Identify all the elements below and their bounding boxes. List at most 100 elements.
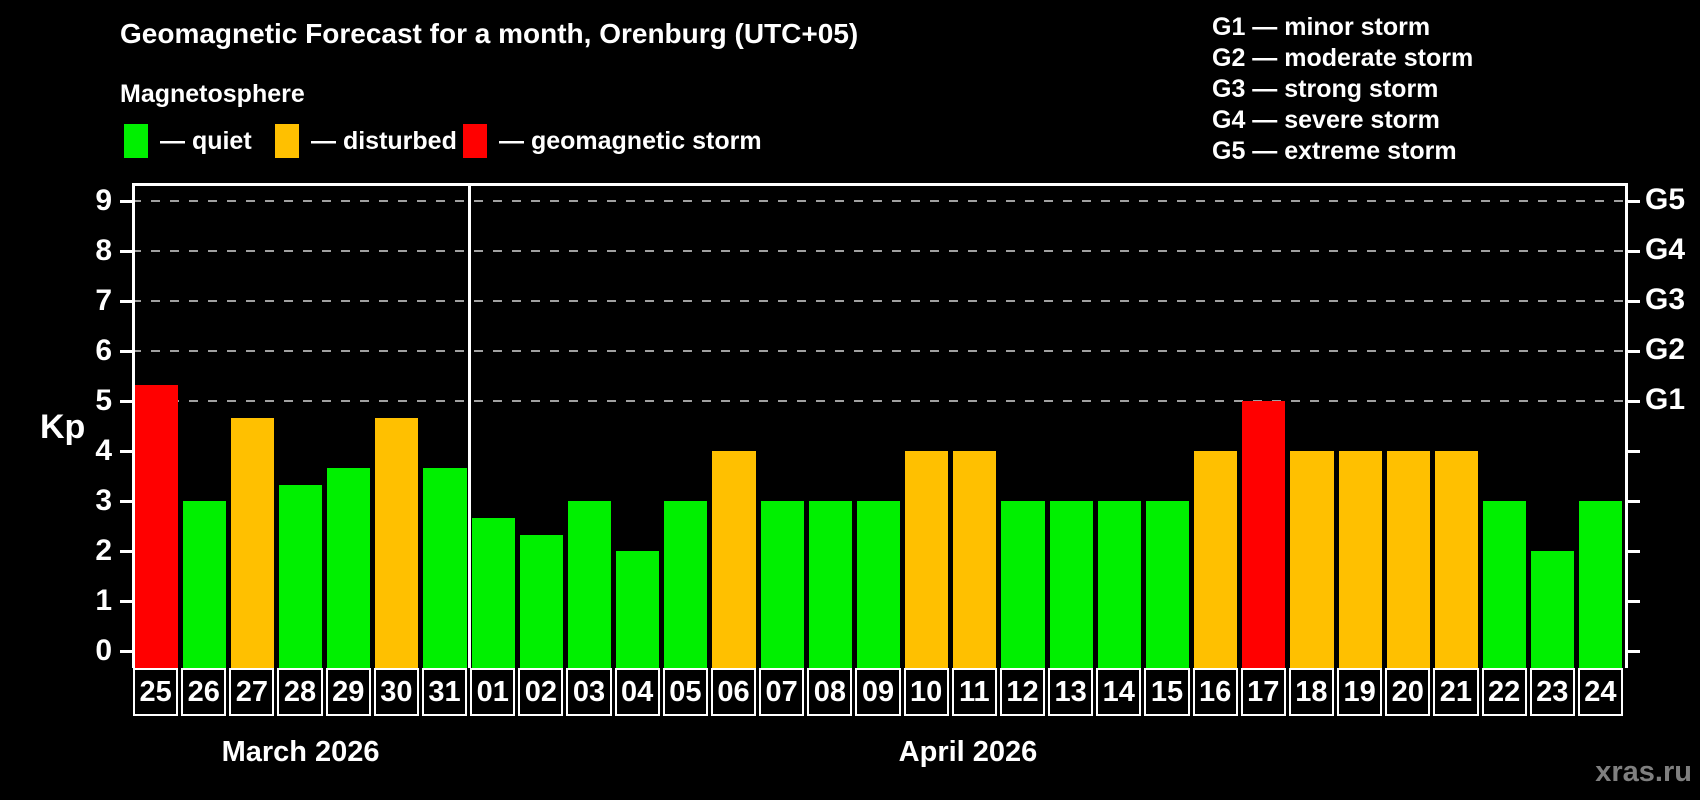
month-label-april: April 2026	[898, 736, 1038, 768]
right-tick-9	[1628, 200, 1640, 203]
y-tick-label-5: 5	[95, 384, 112, 417]
bar-day-20	[1386, 451, 1430, 668]
gridline-kp9	[132, 200, 1625, 202]
day-label-28: 28	[277, 668, 323, 716]
bar-day-13	[1049, 501, 1093, 668]
day-label-30: 30	[373, 668, 419, 716]
right-axis-label-g4: G4	[1645, 233, 1686, 266]
g-legend-line-g3: G3 — strong storm	[1212, 75, 1439, 103]
legend-item-disturbed: — disturbed	[275, 122, 457, 160]
y-tick-label-9: 9	[95, 184, 112, 217]
day-label-29: 29	[325, 668, 371, 716]
bar-day-25	[134, 384, 178, 668]
g-legend-line-g4: G4 — severe storm	[1212, 106, 1440, 134]
right-tick-1	[1628, 600, 1640, 603]
left-tick-8	[120, 250, 132, 253]
left-tick-3	[120, 500, 132, 503]
right-tick-7	[1628, 300, 1640, 303]
y-axis-label: Kp	[40, 408, 86, 446]
bar-day-08	[808, 501, 852, 668]
bar-day-22	[1483, 501, 1527, 668]
day-label-03: 03	[566, 668, 612, 716]
right-tick-0	[1628, 650, 1640, 653]
legend-label-storm: — geomagnetic storm	[499, 126, 762, 155]
bar-day-03	[567, 501, 612, 668]
day-label-22: 22	[1481, 668, 1527, 716]
legend-label-quiet: — quiet	[160, 126, 252, 155]
bar-day-06	[712, 451, 756, 668]
bar-day-31	[423, 467, 467, 668]
left-tick-6	[120, 350, 132, 353]
left-spine	[132, 183, 135, 668]
bar-day-21	[1434, 451, 1478, 668]
day-label-25: 25	[133, 668, 179, 716]
bar-day-17	[1242, 401, 1286, 668]
disturbed-color-swatch	[275, 124, 299, 158]
left-tick-5	[120, 400, 132, 403]
bar-day-29	[327, 467, 371, 668]
right-tick-2	[1628, 550, 1640, 553]
day-label-13: 13	[1048, 668, 1094, 716]
right-tick-6	[1628, 350, 1640, 353]
left-tick-4	[120, 450, 132, 453]
right-tick-8	[1628, 250, 1640, 253]
y-tick-label-6: 6	[95, 334, 112, 367]
day-label-07: 07	[759, 668, 805, 716]
day-label-04: 04	[614, 668, 660, 716]
day-label-06: 06	[710, 668, 757, 716]
left-tick-0	[120, 650, 132, 653]
bar-day-18	[1290, 451, 1334, 668]
y-tick-label-1: 1	[95, 584, 112, 617]
day-label-10: 10	[903, 668, 949, 716]
day-label-23: 23	[1529, 668, 1575, 716]
bar-day-05	[664, 501, 708, 668]
xras-watermark: xras.ru	[1595, 756, 1692, 788]
legend-item-storm: — geomagnetic storm	[463, 122, 762, 160]
left-tick-2	[120, 550, 132, 553]
chart-title: Geomagnetic Forecast for a month, Orenbu…	[120, 18, 859, 49]
right-spine	[1625, 183, 1628, 668]
day-label-15: 15	[1144, 668, 1190, 716]
g-scale-legend: G1 — minor storm G2 — moderate storm G3 …	[1212, 12, 1473, 167]
bar-day-01	[471, 517, 515, 668]
bar-day-14	[1097, 501, 1141, 668]
left-tick-7	[120, 300, 132, 303]
day-label-09: 09	[855, 668, 901, 716]
chart-subtitle: Magnetosphere	[120, 80, 305, 108]
day-label-27: 27	[229, 668, 275, 716]
bar-day-10	[905, 451, 949, 668]
y-tick-label-4: 4	[95, 434, 112, 467]
right-axis-label-g3: G3	[1645, 283, 1686, 316]
legend-label-disturbed: — disturbed	[311, 126, 457, 155]
bar-day-28	[278, 484, 323, 668]
bar-day-27	[230, 417, 274, 668]
day-label-17: 17	[1240, 668, 1286, 716]
day-label-31: 31	[421, 668, 468, 716]
month-label-march: March 2026	[221, 736, 380, 768]
month-separator-line	[468, 183, 472, 668]
bar-day-16	[1194, 451, 1238, 668]
right-axis-label-g5: G5	[1645, 183, 1686, 216]
day-label-01: 01	[470, 668, 516, 716]
g-legend-line-g1: G1 — minor storm	[1212, 13, 1431, 41]
bar-day-11	[953, 451, 997, 668]
bar-day-09	[856, 501, 901, 668]
storm-color-swatch	[463, 124, 487, 158]
g-legend-line-g5: G5 — extreme storm	[1212, 137, 1457, 165]
bar-day-30	[375, 417, 419, 668]
bar-day-07	[760, 501, 804, 668]
left-tick-9	[120, 200, 132, 203]
right-tick-4	[1628, 450, 1640, 453]
y-tick-label-8: 8	[95, 234, 112, 267]
bar-day-02	[519, 534, 563, 668]
y-tick-label-3: 3	[95, 484, 112, 517]
bar-day-04	[616, 551, 660, 668]
left-tick-1	[120, 600, 132, 603]
quiet-color-swatch	[124, 124, 148, 158]
bar-day-24	[1579, 501, 1623, 668]
day-label-14: 14	[1096, 668, 1142, 716]
day-label-11: 11	[951, 668, 997, 716]
g-legend-line-g2: G2 — moderate storm	[1212, 44, 1474, 72]
day-label-05: 05	[662, 668, 708, 716]
right-axis-label-g1: G1	[1645, 383, 1686, 416]
